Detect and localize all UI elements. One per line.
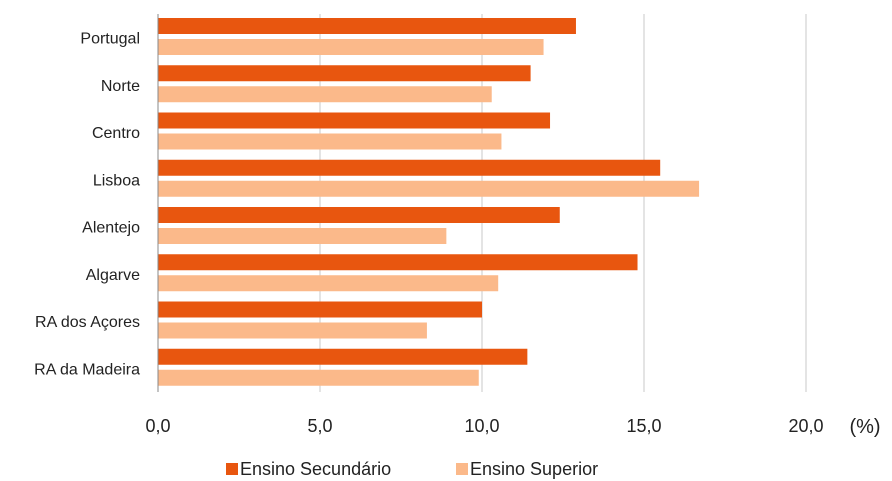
bar-secundario: [158, 112, 551, 129]
category-label: RA dos Açores: [35, 314, 140, 331]
bar-superior: [158, 133, 502, 150]
bar-superior: [158, 369, 479, 386]
bar-superior: [158, 86, 492, 103]
legend: Ensino Secundário Ensino Superior: [226, 459, 598, 479]
bar-secundario: [158, 301, 482, 318]
bar-secundario: [158, 18, 576, 34]
category-label: Portugal: [80, 31, 140, 48]
category-labels: Portugal Norte Centro Lisboa Alentejo Algarve…: [34, 31, 140, 379]
x-tick-label: 20,0: [788, 416, 823, 436]
legend-label: Ensino Secundário: [240, 459, 391, 479]
x-tick-label: 5,0: [307, 416, 332, 436]
bar-secundario: [158, 254, 638, 271]
category-label: Norte: [101, 78, 140, 95]
x-tick-label: 15,0: [626, 416, 661, 436]
category-label: RA da Madeira: [34, 361, 140, 378]
bar-secundario: [158, 207, 560, 223]
category-label: Alentejo: [82, 220, 140, 237]
x-tick-label: 10,0: [464, 416, 499, 436]
x-tick-label: 0,0: [145, 416, 170, 436]
unit-label: (%): [849, 416, 880, 438]
legend-label: Ensino Superior: [470, 459, 598, 479]
bar-superior: [158, 275, 499, 292]
bar-secundario: [158, 159, 661, 176]
category-label: Lisboa: [93, 172, 140, 189]
bar-secundario: [158, 65, 531, 82]
legend-swatch: [456, 463, 468, 475]
bar-superior: [158, 228, 447, 244]
bar-superior: [158, 39, 544, 55]
legend-swatch: [226, 463, 238, 475]
category-label: Algarve: [86, 267, 140, 284]
bars: [158, 18, 700, 386]
bar-superior: [158, 322, 427, 339]
category-label: Centro: [92, 125, 140, 142]
bar-secundario: [158, 348, 528, 365]
x-tick-labels: 0,0 5,0 10,0 15,0 20,0: [145, 416, 823, 436]
bar-superior: [158, 180, 700, 197]
